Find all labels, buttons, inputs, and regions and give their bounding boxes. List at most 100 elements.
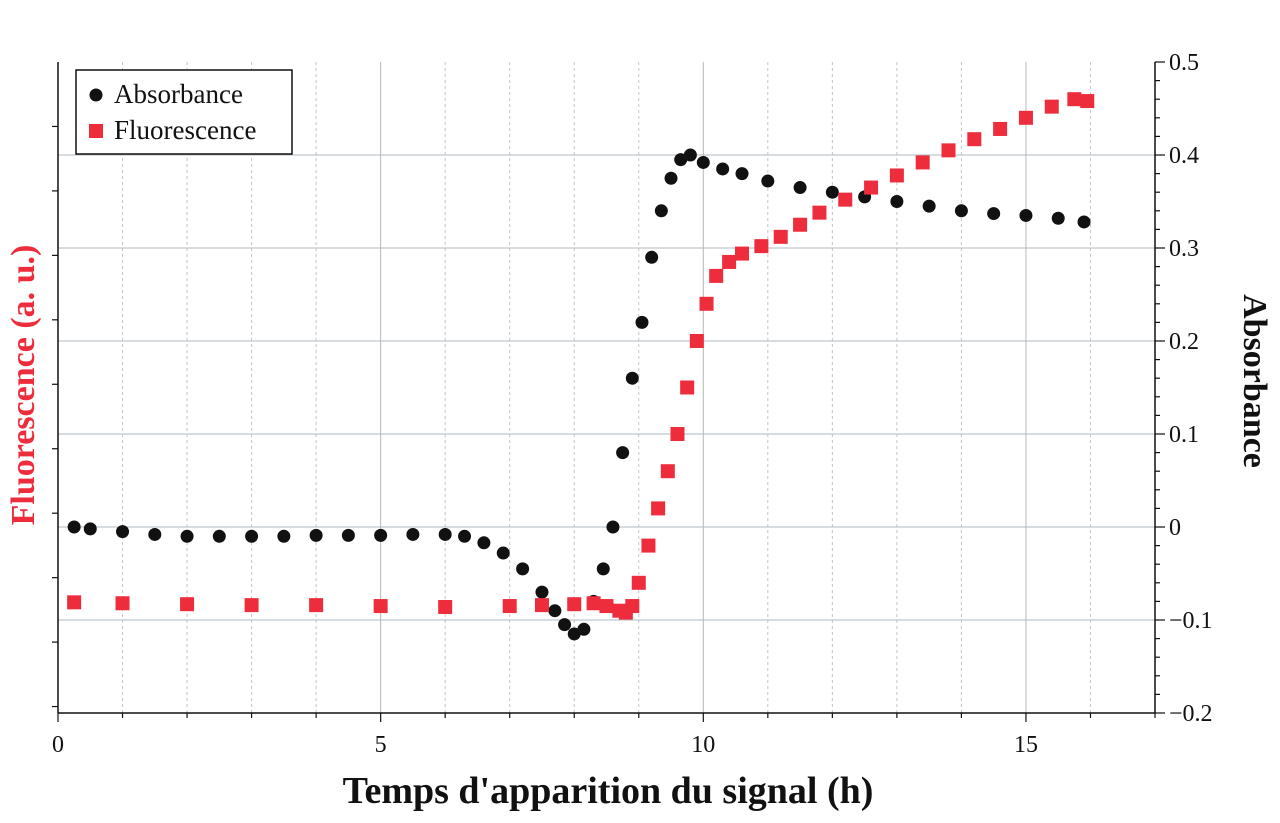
fluorescence-point [438,599,453,614]
fluorescence-point [567,597,582,612]
absorbance-point [716,162,730,176]
y-right-tick-label: 0.2 [1169,329,1199,355]
absorbance-point [735,167,749,181]
absorbance-point [548,604,562,618]
absorbance-point [245,529,259,543]
x-tick-label: 10 [691,732,715,758]
fluorescence-point [641,538,656,553]
fluorescence-point [1018,110,1033,125]
y-right-tick-label: 0 [1169,515,1181,541]
fluorescence-point [1067,92,1082,107]
absorbance-point [406,527,420,541]
fluorescence-point [1080,94,1095,109]
absorbance-point [606,520,620,534]
fluorescence-point [993,121,1008,136]
absorbance-point [987,207,1001,221]
fluorescence-point [680,380,695,395]
fluorescence-point [722,254,737,269]
x-axis-title: Temps d'apparition du signal (h) [343,770,874,812]
y-right-tick-label: 0.4 [1169,143,1199,169]
absorbance-point [477,536,491,550]
y-right-tick-label: 0.5 [1169,50,1199,76]
y-axis-left-title: Fluorescence (a. u.) [5,245,42,526]
fluorescence-point [915,155,930,170]
absorbance-point [148,527,162,541]
fluorescence-point [735,246,750,261]
absorbance-point [616,446,630,460]
absorbance-point [535,585,549,599]
fluorescence-point [502,599,517,614]
fluorescence-point [373,599,388,614]
fluorescence-point [941,143,956,158]
y-right-tick-label: −0.1 [1169,608,1213,634]
fluorescence-point [534,598,549,613]
x-tick-label: 5 [375,732,387,758]
fluorescence-point [793,217,808,232]
fluorescence-point [670,427,685,441]
absorbance-point [625,371,639,385]
absorbance-point [180,529,194,543]
absorbance-point [922,199,936,213]
absorbance-point [212,529,226,543]
absorbance-point [683,148,697,162]
absorbance-point [596,562,610,576]
y-right-tick-label: −0.2 [1169,701,1213,727]
fluorescence-point [967,132,982,147]
data-points [67,92,1095,641]
absorbance-point [1051,211,1065,225]
absorbance-point [516,562,530,576]
fluorescence-point [699,296,714,311]
legend-box [75,69,293,155]
fluorescence-point [660,464,675,479]
absorbance-point [664,171,678,185]
legend-label-fluorescence: Fluorescence [114,115,256,145]
fluorescence-point [599,599,614,614]
fluorescence-point [709,268,724,283]
x-tick-label: 0 [52,732,64,758]
absorbance-point [793,181,807,195]
absorbance-point [954,204,968,218]
fluorescence-point [309,598,324,613]
legend-marker-fluorescence [89,124,103,138]
absorbance-point [674,153,688,167]
fluorescence-point [631,575,646,590]
fluorescence-point [889,168,904,183]
legend: Absorbance Fluorescence [75,69,293,155]
fluorescence-point [754,239,769,254]
y-axis-right-title: Absorbance [1236,294,1273,468]
legend-label-absorbance: Absorbance [114,79,243,109]
absorbance-point [277,529,291,543]
fluorescence-point [838,192,853,207]
grid-lines [58,62,1155,713]
fluorescence-point [651,501,666,516]
absorbance-point [116,525,130,539]
fluorescence-point [773,229,788,244]
absorbance-point [825,185,839,199]
absorbance-point [558,618,572,632]
fluorescence-point [180,597,195,612]
absorbance-point [761,174,775,188]
y-right-tick-label: 0.1 [1169,422,1199,448]
absorbance-point [1077,215,1091,229]
fluorescence-point [115,596,130,611]
absorbance-point [577,622,591,636]
absorbance-point [1019,208,1033,222]
absorbance-point [438,527,452,541]
fluorescence-point [67,595,82,610]
absorbance-point [645,250,659,264]
absorbance-point [635,315,649,329]
fluorescence-point [625,599,640,614]
absorbance-point [496,546,510,560]
x-tick-label: 15 [1014,732,1038,758]
absorbance-point [890,195,904,208]
axes [57,62,1156,714]
absorbance-point [654,204,668,218]
fluorescence-point [689,334,704,348]
fluorescence-point [1044,99,1059,114]
absorbance-point [67,520,81,534]
absorbance-point [458,529,472,543]
absorbance-point [374,528,388,542]
fluorescence-point [244,598,259,613]
legend-marker-absorbance [89,88,103,102]
